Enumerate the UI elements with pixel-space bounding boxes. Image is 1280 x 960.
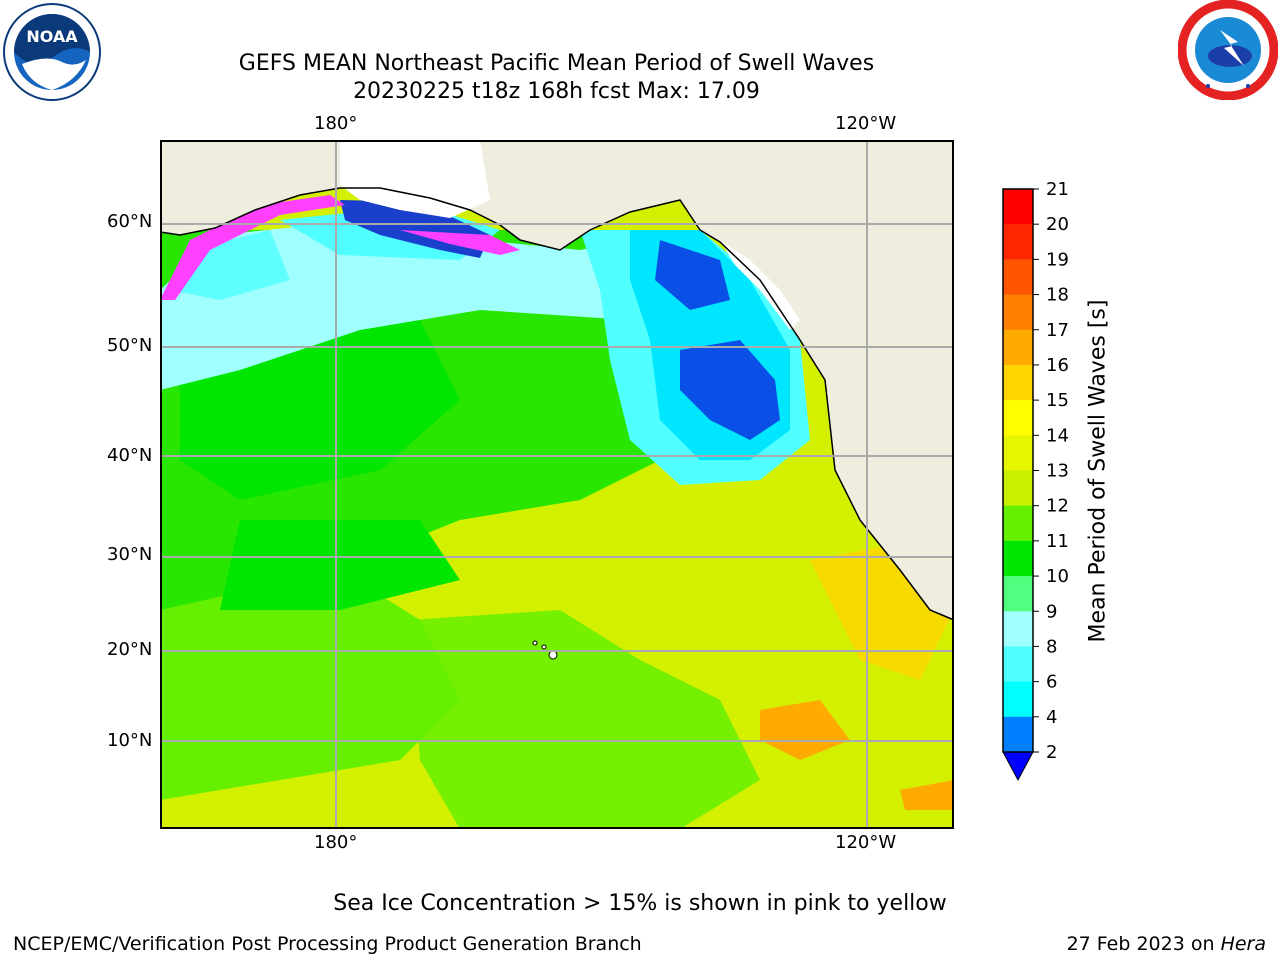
colorbar-tick-label: 19	[1046, 249, 1069, 270]
colorbar-block	[1003, 716, 1033, 753]
hawaii-island-small-2	[541, 644, 547, 650]
footer-date: 27 Feb 2023 on Hera	[1067, 933, 1266, 955]
colorbar-tick-label: 11	[1046, 531, 1069, 552]
colorbar-tick-label: 18	[1046, 285, 1069, 306]
colorbar-block	[1003, 646, 1033, 683]
swell-period-map	[160, 140, 954, 829]
title-line-1: GEFS MEAN Northeast Pacific Mean Period …	[238, 51, 875, 76]
colorbar-tick-label: 10	[1046, 566, 1069, 587]
colorbar-tick-label: 12	[1046, 496, 1069, 517]
coastline-west	[699, 229, 954, 621]
lat-label-30n: 30°N	[107, 544, 153, 565]
colorbar-tick-label: 2	[1046, 742, 1057, 763]
coastline-alaska	[160, 187, 701, 251]
colorbar-tick-label: 20	[1046, 214, 1069, 235]
hawaii-island	[548, 650, 558, 660]
colorbar-label-text: Mean Period of Swell Waves [s]	[1085, 299, 1111, 643]
noaa-logo-text: NOAA	[26, 27, 78, 46]
colorbar-block	[1003, 294, 1033, 331]
title-line-2: 20230225 t18z 168h fcst Max: 17.09	[353, 79, 760, 104]
ocean-blue-ne	[680, 340, 780, 440]
colorbar-block	[1003, 259, 1033, 296]
colorbar-tick-label: 15	[1046, 390, 1069, 411]
lat-label-20n: 20°N	[107, 639, 153, 660]
colorbar-tick-label: 21	[1046, 180, 1069, 200]
sea-ice-pink-2	[400, 230, 520, 255]
footer-credit: NCEP/EMC/Verification Post Processing Pr…	[13, 933, 642, 955]
chart-title: GEFS MEAN Northeast Pacific Mean Period …	[0, 50, 1113, 106]
colorbar-tick-label: 6	[1046, 672, 1057, 693]
lat-label-40n: 40°N	[107, 445, 153, 466]
colorbar-tick-label: 9	[1046, 601, 1057, 622]
colorbar-ticks: 21 20 19 18 17 16 15 14 13 12 11 10 9 8 6 4 2	[1033, 179, 1069, 763]
colorbar-tick-label: 14	[1046, 425, 1069, 446]
sea-ice-note: Sea Ice Concentration > 15% is shown in …	[333, 891, 947, 916]
colorbar-blocks	[1003, 189, 1033, 753]
lat-label-60n: 60°N	[107, 211, 153, 232]
hawaii-island-small	[532, 640, 538, 646]
footer-machine: Hera	[1220, 933, 1266, 955]
colorbar-label: Mean Period of Swell Waves [s]	[1086, 300, 1111, 643]
colorbar-block	[1003, 364, 1033, 401]
lon-label-bottom-120w: 120°W	[835, 832, 897, 853]
ocean-orange-1	[760, 700, 850, 760]
colorbar-block	[1003, 540, 1033, 577]
colorbar-block	[1003, 470, 1033, 507]
colorbar-tick-label: 8	[1046, 636, 1057, 657]
lon-label-top-180: 180°	[314, 113, 358, 134]
land-north-america	[700, 140, 954, 620]
lon-label-top-120w: 120°W	[835, 113, 897, 134]
noaa-logo: NOAA	[2, 2, 102, 102]
ocean-blue-ne-2	[655, 240, 730, 310]
colorbar-block	[1003, 611, 1033, 647]
land-snow-alaska	[340, 140, 490, 218]
colorbar-block	[1003, 400, 1033, 436]
lat-label-10n: 10°N	[107, 730, 153, 751]
colorbar-tick-label: 16	[1046, 355, 1069, 376]
sea-ice-pink	[160, 195, 345, 300]
nws-logo	[1177, 0, 1279, 101]
map-gridlines	[160, 140, 954, 829]
colorbar-tick-label: 13	[1046, 461, 1069, 482]
colorbar-block	[1003, 681, 1033, 718]
ocean-bright-green-2	[220, 520, 460, 610]
map-border	[160, 140, 954, 829]
colorbar-extend-triangle	[1002, 751, 1034, 782]
colorbar-block	[1003, 505, 1033, 542]
colorbar-tick-label: 17	[1046, 320, 1069, 341]
colorbar-tick-label: 4	[1046, 707, 1057, 728]
ocean-green-south	[160, 570, 460, 800]
footer-date-text: 27 Feb 2023 on	[1066, 933, 1221, 955]
colorbar-block	[1003, 576, 1033, 612]
ocean-orange-2	[900, 780, 954, 810]
colorbar-block	[1003, 224, 1033, 260]
lat-label-50n: 50°N	[107, 335, 153, 356]
colorbar: 21 20 19 18 17 16 15 14 13 12 11 10 9 8 6 4 2	[995, 179, 1115, 800]
land-snow-coast	[720, 240, 800, 330]
colorbar-block	[1003, 189, 1033, 225]
ocean-green-patch	[410, 610, 760, 829]
colorbar-block	[1003, 435, 1033, 471]
lon-label-bottom-180: 180°	[314, 832, 358, 853]
colorbar-block	[1003, 329, 1033, 366]
